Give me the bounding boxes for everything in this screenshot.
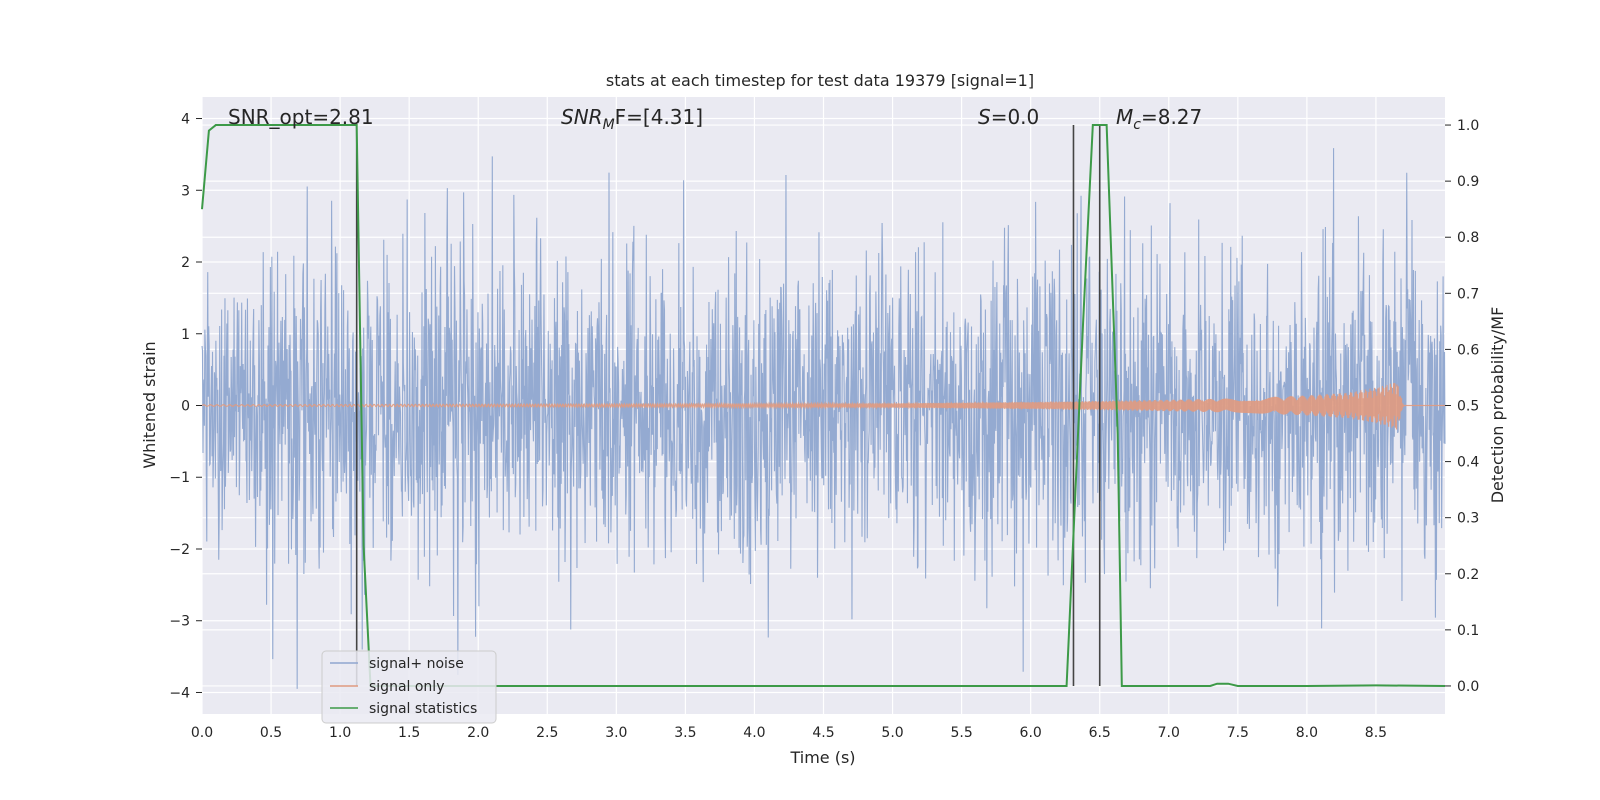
annotation-s-main: S (978, 105, 991, 129)
x-tick-label-16: 8.0 (1296, 725, 1318, 741)
y-left-tick-label-8: −4 (169, 685, 190, 701)
x-tick-label-7: 3.5 (674, 725, 696, 741)
annotation-snr-mf-sub: M (603, 117, 615, 133)
y-right-tick-label-5: 0.5 (1457, 399, 1479, 415)
annotation-mc: Mc=8.27 (1116, 105, 1202, 133)
legend-label-signal-statistics: signal statistics (369, 701, 477, 717)
y-right-tick-label-0: 1.0 (1457, 118, 1479, 134)
annotations: SNR_opt=2.81 SNRMF=[4.31] S=0.0 Mc=8.27 (228, 105, 1202, 133)
annotation-mc-main: M (1116, 105, 1133, 129)
x-tick-label-6: 3.0 (605, 725, 627, 741)
y-right-tick-label-1: 0.9 (1457, 174, 1479, 190)
y-right-tick-label-9: 0.1 (1457, 623, 1479, 639)
y-right-tick-label-10: 0.0 (1457, 679, 1479, 695)
y-right-tick-label-7: 0.3 (1457, 511, 1479, 527)
signal-statistics-line (201, 124, 1446, 687)
annotation-snr-mf: SNRMF=[4.31] (561, 105, 703, 133)
series-signal-only (201, 383, 1445, 430)
noise-line (201, 148, 1446, 689)
x-tick-label-0: 0.0 (191, 725, 213, 741)
x-tick-label-2: 1.0 (329, 725, 351, 741)
annotation-snr-mf-rest: F=[4.31] (615, 105, 703, 129)
y-right-tick-label-3: 0.7 (1457, 286, 1479, 302)
y-left-tick-label-3: 1 (181, 327, 190, 343)
plot-area (201, 97, 1446, 714)
y-left-tick-label-6: −2 (169, 542, 190, 558)
x-tick-label-5: 2.5 (536, 725, 558, 741)
annotation-snr-opt: SNR_opt=2.81 (228, 105, 374, 129)
x-tick-label-15: 7.5 (1227, 725, 1249, 741)
annotation-snr-mf-main: SNR (561, 105, 603, 129)
signal-only-line (201, 383, 1445, 430)
y-right-axis-ticks: 1.0 0.9 0.8 0.7 0.6 0.5 0.4 0.3 0.2 0.1 0.0 (1445, 118, 1479, 695)
y-left-tick-label-2: 2 (181, 255, 190, 271)
y-left-tick-label-7: −3 (169, 614, 190, 630)
y-right-tick-label-2: 0.8 (1457, 230, 1479, 246)
x-tick-label-14: 7.0 (1158, 725, 1180, 741)
y-left-axis-label: Whitened strain (140, 341, 159, 468)
x-tick-label-13: 6.5 (1089, 725, 1111, 741)
series-signal-statistics (201, 124, 1446, 687)
chart-title: stats at each timestep for test data 193… (606, 71, 1034, 90)
y-left-tick-label-1: 3 (181, 183, 190, 199)
y-left-tick-label-4: 0 (181, 399, 190, 415)
annotation-mc-sub: c (1133, 117, 1141, 133)
y-right-axis-label: Detection probability/MF (1488, 307, 1507, 504)
y-left-tick-label-5: −1 (169, 470, 190, 486)
y-right-tick-label-8: 0.2 (1457, 567, 1479, 583)
y-right-tick-label-4: 0.6 (1457, 342, 1479, 358)
x-tick-label-11: 5.5 (950, 725, 972, 741)
legend-label-signal-noise: signal+ noise (369, 656, 464, 672)
legend: signal+ noise signal only signal statist… (321, 650, 497, 724)
x-axis-label: Time (s) (789, 748, 855, 767)
y-right-tick-label-6: 0.4 (1457, 455, 1479, 471)
y-left-tick-label-0: 4 (181, 112, 190, 128)
x-axis-ticks: 0.0 0.5 1.0 1.5 2.0 2.5 3.0 3.5 4.0 4.5 5.0 5.5 6.0 6… (191, 725, 1387, 741)
annotation-mc-rest: =8.27 (1141, 105, 1202, 129)
legend-label-signal-only: signal only (369, 679, 444, 695)
x-tick-label-9: 4.5 (812, 725, 834, 741)
annotation-s: S=0.0 (978, 105, 1039, 129)
x-tick-label-17: 8.5 (1365, 725, 1387, 741)
x-tick-label-12: 6.0 (1020, 725, 1042, 741)
legend-box (321, 650, 497, 724)
x-tick-label-10: 5.0 (881, 725, 903, 741)
x-tick-label-1: 0.5 (260, 725, 282, 741)
annotation-s-rest: =0.0 (991, 105, 1040, 129)
x-tick-label-3: 1.5 (398, 725, 420, 741)
x-tick-label-8: 4.0 (743, 725, 765, 741)
y-left-axis-ticks: 4 3 2 1 0 −1 −2 −3 −4 (169, 112, 202, 701)
x-tick-label-4: 2.0 (467, 725, 489, 741)
series-signal-noise (201, 148, 1446, 689)
vertical-markers (355, 125, 1101, 686)
